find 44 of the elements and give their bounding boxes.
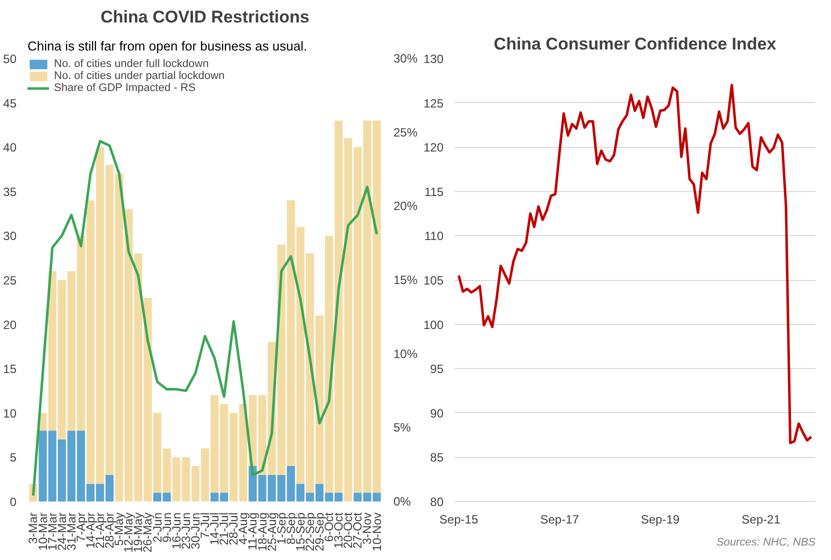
y-tick-label: 110 (424, 229, 444, 244)
y-tick-label: 10 (3, 406, 17, 420)
y-tick-label: 35 (3, 184, 17, 199)
x-tick-label: 10-Nov (370, 512, 384, 552)
y2-tick-label: 10% (394, 346, 418, 361)
legend-label: No. of cities under partial lockdown (54, 70, 225, 82)
x-tick-label: Sep-17 (540, 512, 580, 526)
y-tick-label: 120 (423, 140, 444, 155)
y-tick-label: 95 (430, 362, 444, 376)
chart-title: China Consumer Confidence Index (494, 34, 777, 54)
y2-tick-label: 0% (394, 494, 412, 508)
y2-tick-label: 30% (394, 52, 418, 66)
y-tick-label: 50 (3, 52, 17, 66)
y2-tick-label: 25% (394, 125, 418, 140)
y-tick-label: 0 (10, 495, 17, 509)
y-tick-label: 125 (423, 96, 444, 110)
y-tick-label: 100 (423, 318, 444, 332)
x-tick-label: 4-Aug (236, 512, 250, 545)
chart-title: China COVID Restrictions (100, 8, 310, 26)
y-tick-label: 25 (3, 274, 17, 288)
y-tick-label: 105 (423, 274, 444, 288)
line-series (32, 140, 378, 497)
y-tick-label: 80 (430, 495, 444, 509)
x-tick-label: Sep-21 (742, 512, 781, 526)
y2-tick-label: 5% (394, 420, 412, 435)
y-tick-label: 30 (3, 229, 17, 244)
y-tick-label: 90 (430, 406, 444, 420)
line-series (458, 84, 813, 444)
legend-label: Share of GDP Impacted - RS (54, 82, 196, 94)
x-tick-label: Sep-19 (640, 512, 680, 526)
y-tick-label: 40 (3, 140, 17, 155)
x-tick-label: Sep-15 (439, 512, 478, 526)
legend-label: No. of cities under full lockdown (54, 58, 209, 70)
y2-tick-label: 15% (394, 273, 418, 287)
source-note: Sources: NHC, NBS (716, 536, 816, 548)
y-tick-label: 20 (3, 318, 17, 332)
y-tick-label: 15 (3, 362, 17, 376)
y2-tick-label: 20% (394, 199, 418, 214)
y-tick-label: 85 (430, 450, 444, 465)
y-tick-label: 115 (424, 184, 444, 199)
y-tick-label: 5 (10, 450, 17, 465)
text: China is still far from open for business as usual. (28, 38, 308, 54)
y-tick-label: 45 (3, 96, 17, 110)
y-tick-label: 130 (423, 52, 444, 66)
